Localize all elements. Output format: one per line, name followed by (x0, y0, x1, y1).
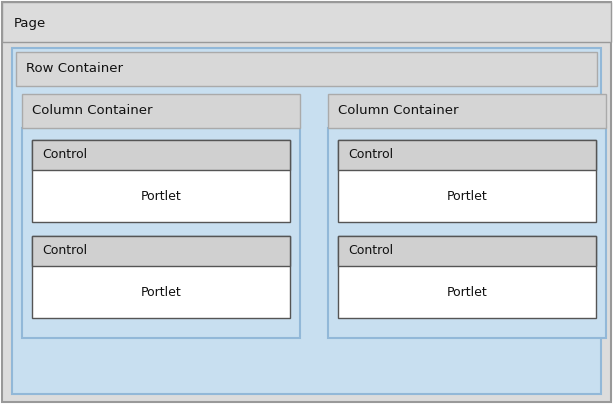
Text: Control: Control (42, 244, 87, 257)
Bar (16, 52, 597, 86)
Bar (328, 94, 606, 128)
Text: Portlet: Portlet (447, 189, 487, 202)
Text: Control: Control (348, 149, 393, 162)
Bar (328, 128, 606, 338)
Bar (12, 48, 601, 394)
Bar (32, 236, 290, 318)
Text: Portlet: Portlet (140, 286, 181, 299)
Text: Control: Control (42, 149, 87, 162)
Bar (338, 140, 596, 170)
Bar (32, 140, 290, 170)
Text: Row Container: Row Container (26, 63, 123, 76)
Text: Control: Control (348, 244, 393, 257)
Text: Page: Page (14, 17, 46, 30)
Bar (2, 2, 611, 42)
Bar (338, 140, 596, 222)
Text: Column Container: Column Container (338, 105, 459, 118)
Bar (22, 94, 300, 128)
Text: Column Container: Column Container (32, 105, 153, 118)
Bar (32, 236, 290, 266)
Text: Portlet: Portlet (140, 189, 181, 202)
Text: Portlet: Portlet (447, 286, 487, 299)
Bar (338, 236, 596, 266)
Bar (22, 128, 300, 338)
Bar (32, 140, 290, 222)
Bar (338, 236, 596, 318)
